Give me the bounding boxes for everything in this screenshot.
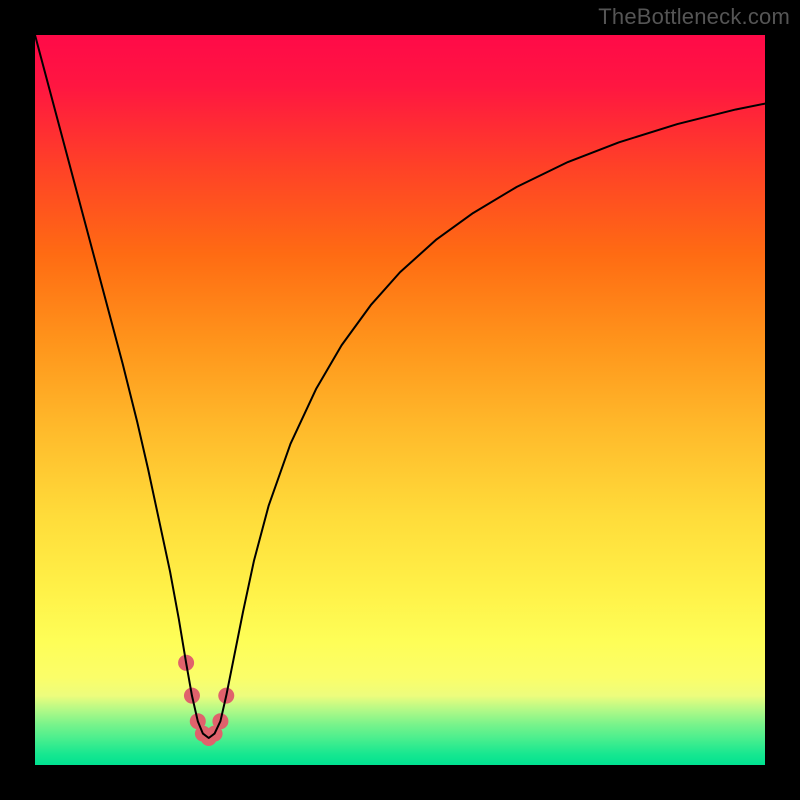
plot-background xyxy=(35,35,765,765)
chart-svg xyxy=(0,0,800,800)
chart-stage: TheBottleneck.com xyxy=(0,0,800,800)
watermark-text: TheBottleneck.com xyxy=(598,4,790,30)
